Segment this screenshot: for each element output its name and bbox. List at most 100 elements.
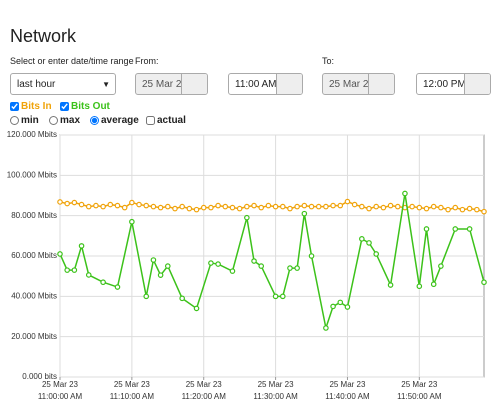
data-point [351,201,358,208]
data-point [438,204,444,211]
radio[interactable] [90,116,99,125]
x-tick-time: 11:50:00 AM [397,392,442,401]
data-point [452,226,459,232]
mode-option[interactable]: min [10,115,39,126]
to-date-text: 25 Mar 2 [329,79,369,90]
range-select-text: last hour [17,79,56,90]
data-point [416,283,423,290]
data-point [416,204,423,211]
checkbox[interactable] [10,102,19,111]
radio[interactable] [49,116,58,125]
data-point [387,282,394,288]
data-point [294,265,300,271]
from-label: From: [135,56,159,66]
y-tick-label: 120.000 Mbits [7,130,57,139]
data-point [208,260,214,266]
y-tick-label: 100.000 Mbits [7,170,57,179]
data-point [301,202,308,209]
data-point [114,202,121,209]
data-point [373,251,380,257]
mode-option[interactable]: actual [146,115,186,126]
data-point [409,203,415,210]
data-point [244,214,250,221]
data-point [129,199,135,206]
data-point [215,202,221,209]
data-point [85,203,92,210]
data-point [57,251,63,257]
data-point [366,205,372,212]
data-point [251,258,257,264]
checkbox[interactable] [60,102,69,111]
mode-option[interactable]: max [49,115,80,126]
data-point [330,202,336,209]
data-point [164,203,171,210]
data-point [186,205,193,212]
option-label: min [21,115,39,126]
to-time-text: 12:00 PM [423,79,465,90]
data-point [193,305,200,312]
data-point [85,272,92,278]
x-tick-date: 25 Mar 23 [329,380,366,389]
x-tick-date: 25 Mar 23 [186,380,223,389]
x-tick-date: 25 Mar 23 [258,380,295,389]
data-point [157,204,164,211]
data-point [430,281,437,288]
dropdown-arrow: ▼ [102,80,110,89]
data-point [236,205,243,212]
to-date[interactable]: 25 Mar 2 [322,73,395,95]
option-label: average [101,115,139,126]
data-point [229,268,236,274]
data-point [394,203,401,210]
data-point [287,265,293,271]
from-date[interactable]: 25 Mar 2 [135,73,208,95]
data-point [258,204,265,211]
legend-label: Bits Out [71,101,110,112]
data-point [466,205,473,212]
y-tick-label: 60.000 Mbits [11,251,57,260]
data-point [193,206,200,213]
clock-button[interactable] [276,74,302,94]
legend-label: Bits In [21,101,52,112]
option-label: max [60,115,81,126]
data-point [157,272,164,278]
data-point [143,202,150,209]
series-toggle[interactable]: Bits Out [60,101,110,112]
data-point [402,190,408,197]
data-point [330,303,336,310]
data-point [251,202,257,209]
data-point [279,203,286,210]
x-tick-date: 25 Mar 23 [114,380,151,389]
data-point [64,267,70,273]
data-point [200,204,207,211]
radio[interactable] [10,116,19,125]
data-point [179,295,185,302]
data-point [78,201,85,208]
y-tick-label: 0.000 bits [22,372,57,381]
option-label: actual [157,115,186,126]
to-time[interactable]: 12:00 PM [416,73,491,95]
from-time[interactable]: 11:00 AM [228,73,303,95]
data-point [244,203,250,210]
data-point [301,210,308,217]
x-tick-time: 11:30:00 AM [253,392,298,401]
x-tick-date: 25 Mar 23 [42,380,79,389]
range-select[interactable]: last hour ▼ [10,73,116,95]
calendar-button[interactable] [181,74,207,94]
series-toggle[interactable]: Bits In [10,101,52,112]
data-point [279,293,286,300]
data-point [459,206,466,213]
data-point [107,201,114,208]
data-point [143,293,150,300]
data-point [323,325,329,331]
page-title: Network [10,26,77,46]
mode-option[interactable]: average [90,115,139,126]
data-point [294,203,300,210]
clock-button[interactable] [464,74,490,94]
data-point [423,226,430,232]
calendar-button[interactable] [368,74,394,94]
data-point [373,203,380,210]
data-point [229,204,236,211]
checkbox[interactable] [146,116,155,125]
data-point [445,206,451,213]
